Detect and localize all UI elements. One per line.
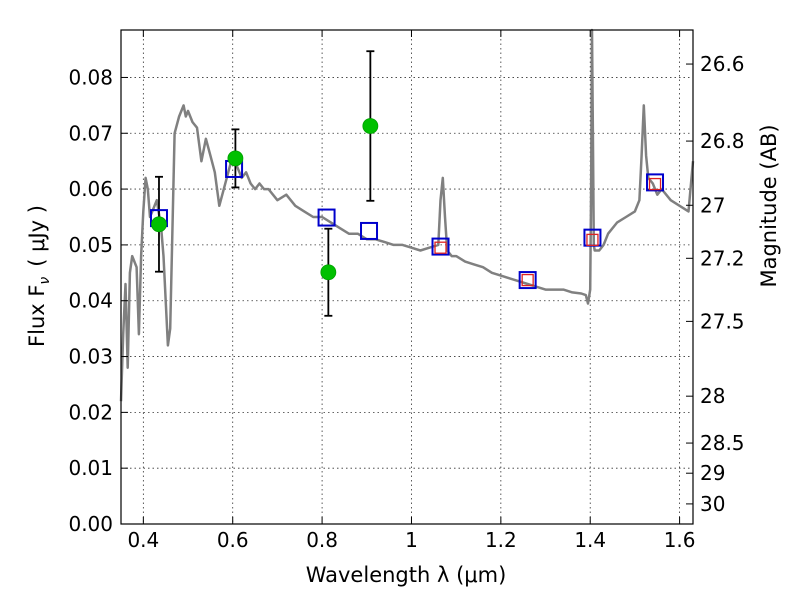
x-tick-label: 0.6 [217,528,249,552]
model-sed-line [119,28,695,402]
observed-flux-point [362,118,379,134]
x-tick-label: 1.6 [664,528,696,552]
model-flux-square [646,173,665,192]
y2-tick-label: 28.5 [700,431,745,455]
y2-tick-label: 27.5 [700,309,745,333]
y-axis-label: Flux Fν ( μJy ) [25,205,53,347]
observed-flux-point [227,150,244,167]
y2-tick-label: 29 [700,461,725,485]
y-axis-label-main: Flux F [25,285,49,347]
model-flux-square [360,221,379,240]
x-axis-label: Wavelength λ (μm) [306,563,507,587]
model-flux-square [518,271,537,290]
y-tick-label: 0.08 [68,65,113,89]
y2-axis-label: Magnitude (AB) [757,124,781,287]
observed-flux-point [151,216,167,233]
data-marks [149,50,665,317]
y-tick-label: 0.03 [68,345,113,369]
y-tick-label: 0.06 [68,177,113,201]
model-flux-square [317,208,336,227]
grid [121,30,693,525]
observed-flux-point [320,264,337,281]
x-tick-label: 1.4 [574,528,606,552]
y-tick-label: 0.00 [68,512,113,536]
y-tick-label: 0.05 [68,233,113,257]
y2-tick-label: 28 [700,384,725,408]
x-tick-label: 0.8 [306,528,338,552]
y-axis-label-sub: ν [37,277,53,285]
ir-flux-square [434,241,447,254]
y-axis-label-units: ( μJy ) [25,205,49,267]
x-tick-label: 0.4 [127,528,159,552]
x-tick-label: 1 [405,528,418,552]
ir-flux-square [586,233,599,247]
y2-tick-label: 26.8 [700,129,745,153]
y-tick-label: 0.04 [68,289,113,313]
y2-tick-label: 26.6 [700,52,745,76]
y-tick-label: 0.02 [68,400,113,424]
ir-flux-square [521,273,534,287]
model-flux-square [431,237,450,256]
ir-flux-square [648,177,662,191]
y-tick-label: 0.07 [68,121,113,145]
y2-tick-label: 27.2 [700,246,745,270]
axis-ticks: 0.4 0.6 0.8 1 1.2 1.4 1.6 0.00 0.01 0.02 0.03 0.04 0… [68,30,745,552]
x-tick-label: 1.2 [485,528,517,552]
y2-tick-label: 27 [700,193,725,217]
y-tick-label: 0.01 [68,456,113,480]
y2-tick-label: 30 [700,492,725,516]
plot-frame [120,29,694,525]
